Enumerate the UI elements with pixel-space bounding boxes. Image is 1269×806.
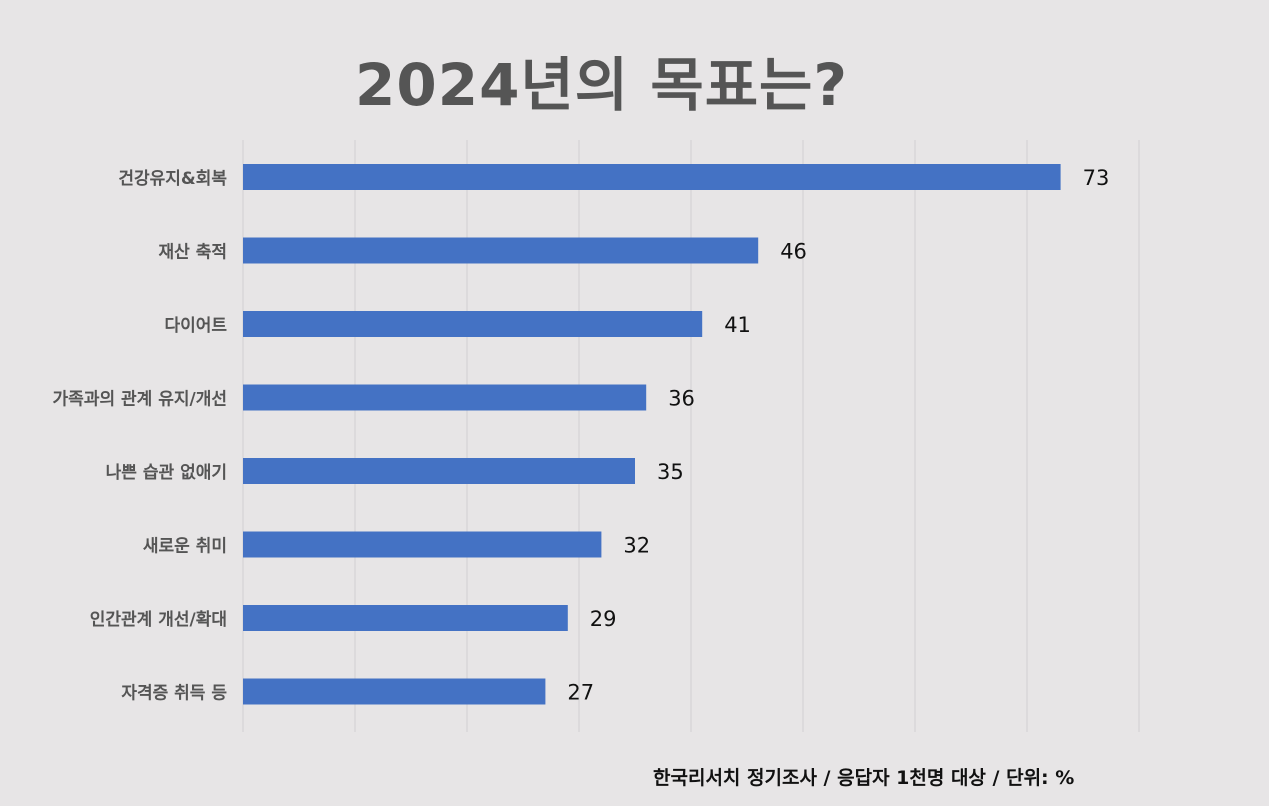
- data-label: 27: [567, 681, 594, 705]
- bar: [243, 678, 546, 705]
- bar: [243, 237, 759, 264]
- category-label: 자격증 취득 등: [121, 683, 227, 704]
- source-note: 한국리서치 정기조사 / 응답자 1천명 대상 / 단위: %: [653, 767, 1075, 789]
- gridlines: [242, 140, 1140, 732]
- chart-title: 2024년의 목표는?: [355, 51, 849, 119]
- data-label: 29: [590, 607, 617, 631]
- data-label: 41: [724, 313, 751, 337]
- bar: [243, 605, 568, 631]
- data-label: 35: [657, 460, 684, 484]
- bar: [243, 531, 602, 558]
- data-label: 73: [1083, 166, 1110, 190]
- category-label: 재산 축적: [159, 243, 227, 263]
- data-label: 36: [668, 387, 695, 411]
- bar: [243, 458, 635, 484]
- bar: [243, 311, 703, 337]
- category-label: 새로운 취미: [143, 536, 227, 557]
- category-label: 나쁜 습관 없애기: [106, 463, 227, 483]
- category-label: 다이어트: [164, 316, 227, 336]
- category-label: 건강유지&회복: [118, 169, 227, 189]
- data-label: 46: [780, 240, 807, 264]
- bar: [243, 164, 1061, 190]
- bar: [243, 384, 647, 411]
- category-label: 인간관계 개선/확대: [90, 610, 227, 630]
- category-label: 가족과의 관계 유지/개선: [53, 390, 227, 410]
- data-label: 32: [623, 534, 650, 558]
